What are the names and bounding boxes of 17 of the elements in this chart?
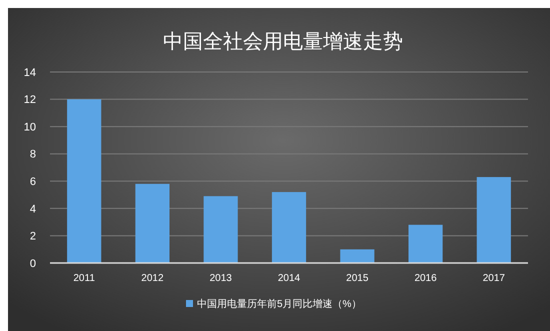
x-tick-label: 2014 [278, 273, 301, 284]
y-tick-label: 10 [24, 121, 36, 134]
y-tick-label: 6 [30, 176, 36, 188]
x-tick-label: 2017 [482, 273, 506, 284]
y-tick-label: 14 [24, 66, 36, 79]
x-tick-label: 2012 [141, 273, 164, 284]
y-tick-label: 8 [30, 148, 36, 161]
legend-label: 中国用电量历年前5月同比增速（%） [197, 298, 362, 310]
y-tick-label: 2 [30, 230, 36, 243]
x-tick-label: 2013 [210, 273, 232, 284]
x-tick-label: 2015 [346, 273, 369, 284]
y-tick-label: 4 [30, 203, 36, 216]
x-tick-label: 2016 [414, 273, 438, 284]
y-tick-label: 0 [30, 258, 36, 270]
chart-title: 中国全社会用电量增速走势 [163, 31, 403, 53]
y-tick-label: 12 [24, 94, 36, 106]
x-tick-label: 2011 [73, 273, 96, 284]
